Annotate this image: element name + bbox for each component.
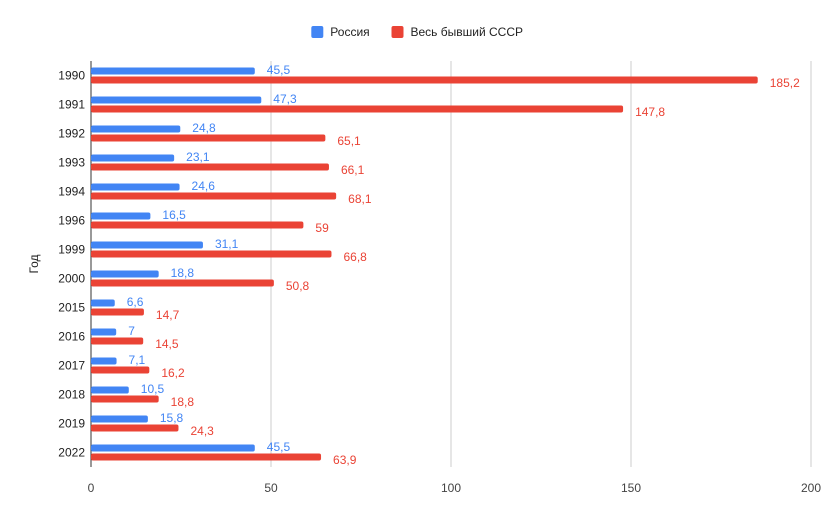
bar-ussr (91, 395, 159, 403)
data-label: 18,8 (171, 395, 195, 409)
y-category-label: 2022 (58, 446, 85, 460)
bar-russia (91, 299, 115, 307)
x-tick-label: 100 (441, 481, 461, 495)
legend-label: Россия (330, 25, 369, 39)
bar-russia (91, 212, 151, 220)
bar-ussr (91, 192, 337, 200)
bar-russia (91, 183, 180, 191)
y-category-label: 1999 (58, 243, 85, 257)
y-category-label: 2015 (58, 301, 85, 315)
data-label: 14,7 (156, 308, 180, 322)
legend-swatch (391, 26, 404, 38)
y-category-label: 1991 (58, 98, 85, 112)
bar-ussr (91, 308, 144, 316)
data-label: 147,8 (635, 105, 665, 119)
data-label: 16,2 (161, 366, 185, 380)
data-label: 63,9 (333, 453, 357, 467)
bar-ussr (91, 424, 179, 432)
bar-russia (91, 270, 159, 278)
bar-russia (91, 444, 255, 452)
bar-ussr (91, 366, 150, 374)
y-category-label: 1996 (58, 214, 85, 228)
data-label: 10,5 (141, 382, 165, 396)
data-label: 7 (128, 324, 135, 338)
bar-ussr (91, 134, 326, 142)
bar-russia (91, 154, 175, 162)
y-category-label: 2000 (58, 272, 85, 286)
data-label: 185,2 (770, 76, 800, 90)
data-label: 7,1 (129, 353, 146, 367)
data-label: 15,8 (160, 411, 184, 425)
y-axis-title: Год (27, 254, 41, 273)
data-label: 66,8 (343, 250, 367, 264)
x-tick-label: 0 (88, 481, 95, 495)
data-label: 66,1 (341, 163, 365, 177)
data-label: 18,8 (171, 266, 195, 280)
data-label: 68,1 (348, 192, 372, 206)
data-label: 6,6 (127, 295, 144, 309)
bar-russia (91, 241, 203, 249)
y-category-label: 2016 (58, 330, 85, 344)
bar-russia (91, 415, 148, 423)
data-label: 14,5 (155, 337, 179, 351)
x-tick-label: 150 (621, 481, 641, 495)
bar-ussr (91, 279, 274, 287)
y-category-label: 2018 (58, 388, 85, 402)
bar-ussr (91, 337, 144, 345)
bar-russia (91, 125, 181, 133)
bar-ussr (91, 105, 624, 113)
bar-russia (91, 357, 117, 365)
data-label: 23,1 (186, 150, 210, 164)
bar-russia (91, 96, 262, 104)
y-category-label: 1992 (58, 127, 85, 141)
bar-ussr (91, 453, 322, 461)
data-label: 24,3 (190, 424, 214, 438)
bar-russia (91, 67, 255, 75)
legend-label: Весь бывший СССР (411, 25, 524, 39)
legend-swatch (311, 26, 324, 38)
data-label: 45,5 (267, 440, 291, 454)
bar-ussr (91, 163, 329, 171)
bar-ussr (91, 76, 758, 84)
data-label: 24,8 (192, 121, 216, 135)
data-label: 59 (315, 221, 329, 235)
y-category-label: 1990 (58, 69, 85, 83)
y-category-label: 1994 (58, 185, 85, 199)
bar-russia (91, 386, 129, 394)
data-label: 65,1 (337, 134, 361, 148)
y-category-label: 1993 (58, 156, 85, 170)
x-tick-label: 200 (801, 481, 821, 495)
data-label: 16,5 (162, 208, 186, 222)
data-label: 50,8 (286, 279, 310, 293)
bar-ussr (91, 221, 304, 229)
bar-ussr (91, 250, 332, 258)
data-label: 24,6 (192, 179, 216, 193)
data-label: 45,5 (267, 63, 291, 77)
x-tick-label: 50 (264, 481, 278, 495)
data-label: 31,1 (215, 237, 239, 251)
bar-russia (91, 328, 117, 336)
y-category-label: 2019 (58, 417, 85, 431)
y-category-label: 2017 (58, 359, 85, 373)
data-label: 47,3 (273, 92, 297, 106)
